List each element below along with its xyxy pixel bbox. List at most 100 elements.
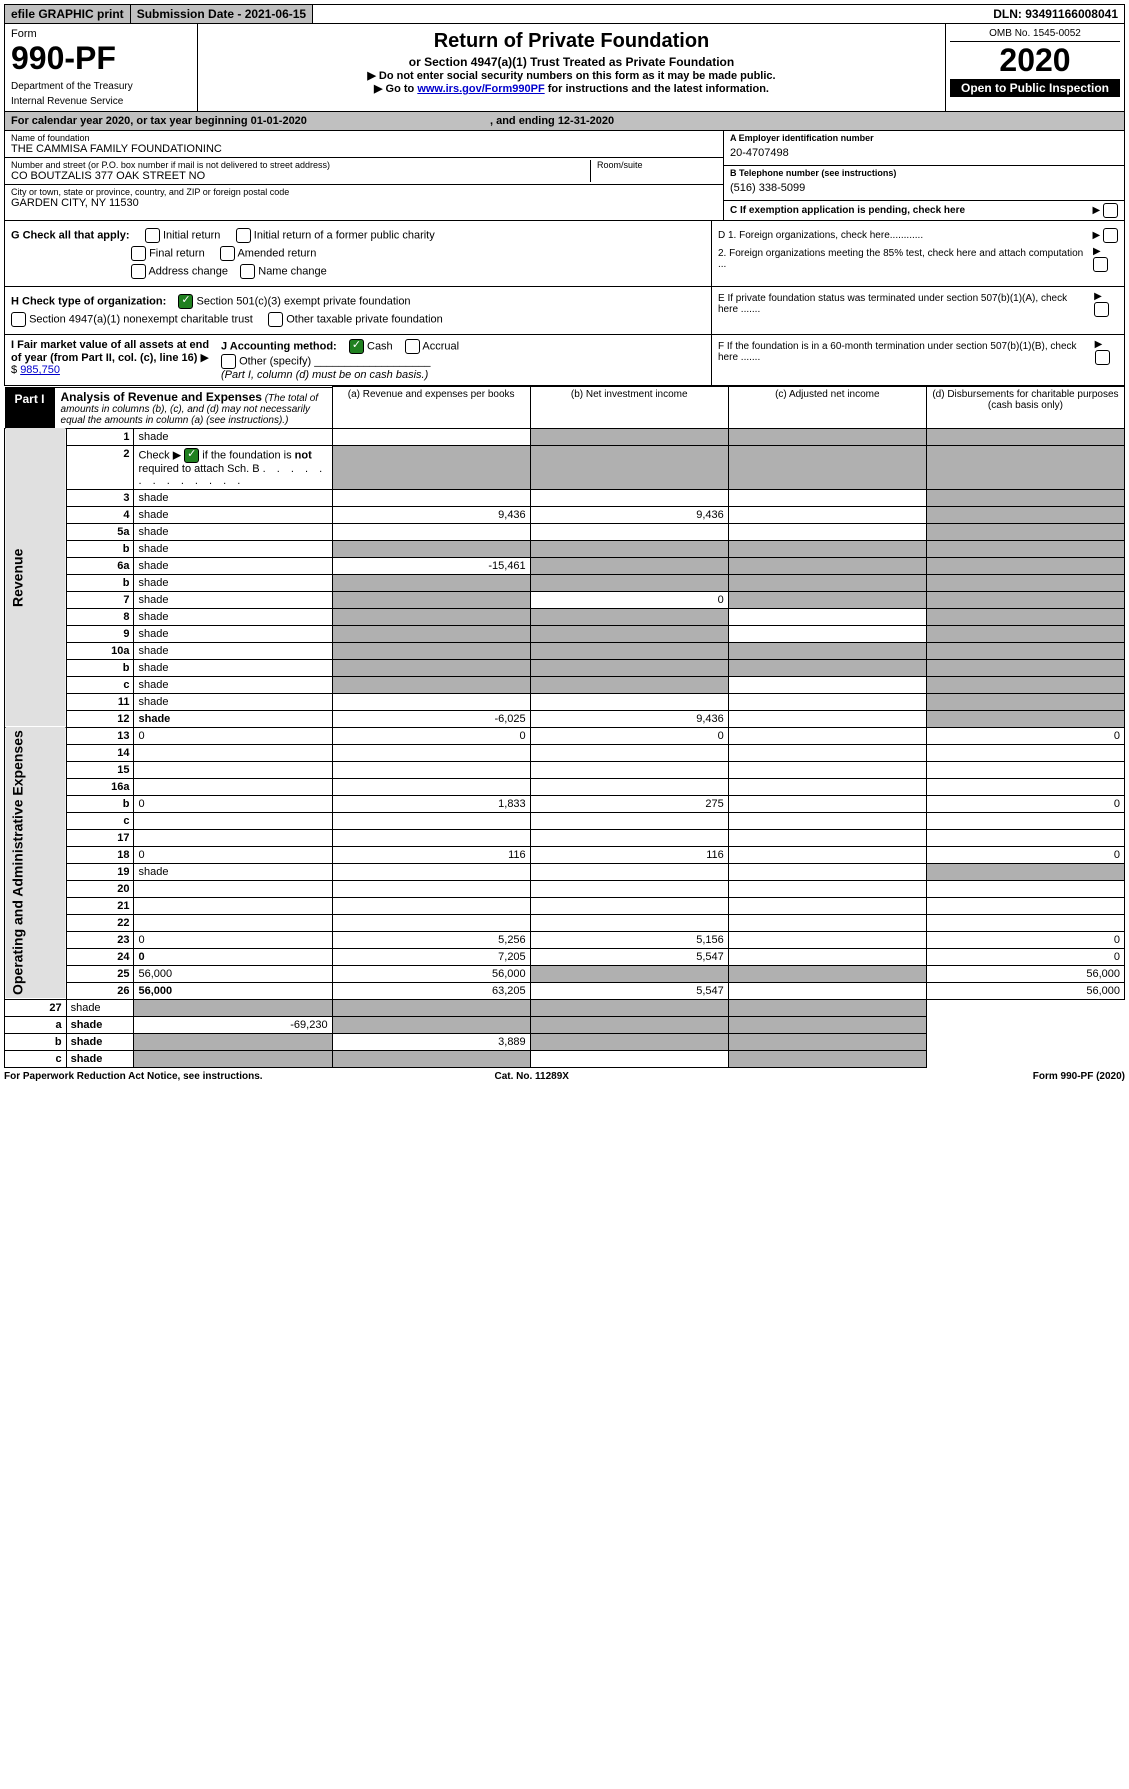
value-cell — [728, 965, 926, 982]
exemption-pending-checkbox[interactable] — [1103, 203, 1118, 218]
value-cell — [530, 1016, 728, 1033]
line-number: 12 — [66, 710, 134, 727]
e-label: E If private foundation status was termi… — [718, 293, 1088, 315]
value-cell — [926, 523, 1124, 540]
line-description: 0 — [134, 727, 332, 744]
line-number: 11 — [66, 693, 134, 710]
table-row: 23 0 5,2565,1560 — [5, 931, 1125, 948]
value-cell: 7,205 — [332, 948, 530, 965]
table-row: 10a shade — [5, 642, 1125, 659]
fmv-value-link[interactable]: 985,750 — [20, 364, 60, 376]
table-row: a shade -69,230 — [5, 1016, 1125, 1033]
initial-return-checkbox[interactable] — [145, 228, 160, 243]
line-description: shade — [66, 1016, 134, 1033]
amended-return-checkbox[interactable] — [220, 246, 235, 261]
table-row: 27 shade — [5, 999, 1125, 1016]
dln-label: DLN: 93491166008041 — [987, 5, 1124, 23]
value-cell — [530, 428, 728, 445]
value-cell — [530, 778, 728, 795]
d2-checkbox[interactable] — [1093, 257, 1108, 272]
form-instructions-link[interactable]: www.irs.gov/Form990PF — [417, 83, 544, 95]
value-cell — [530, 863, 728, 880]
value-cell — [728, 445, 926, 489]
line-description — [134, 880, 332, 897]
accrual-checkbox[interactable] — [405, 339, 420, 354]
schb-checkbox[interactable]: ✓ — [184, 448, 199, 463]
cash-basis-note: (Part I, column (d) must be on cash basi… — [221, 369, 705, 381]
name-change-checkbox[interactable] — [240, 264, 255, 279]
value-cell — [332, 659, 530, 676]
line-description: shade — [66, 1050, 134, 1067]
value-cell: 0 — [926, 727, 1124, 744]
value-cell — [728, 778, 926, 795]
value-cell — [134, 1033, 332, 1050]
header-right: OMB No. 1545-0052 2020 Open to Public In… — [945, 24, 1124, 111]
value-cell — [728, 574, 926, 591]
e-checkbox[interactable] — [1094, 302, 1109, 317]
value-cell — [134, 999, 332, 1016]
value-cell — [728, 931, 926, 948]
line-description: shade — [134, 625, 332, 642]
table-row: Revenue 1 shade — [5, 428, 1125, 445]
d1-checkbox[interactable] — [1103, 228, 1118, 243]
value-cell — [728, 897, 926, 914]
other-method-checkbox[interactable] — [221, 354, 236, 369]
value-cell — [332, 761, 530, 778]
4947a1-checkbox[interactable] — [11, 312, 26, 327]
col-c-header: (c) Adjusted net income — [728, 387, 926, 429]
value-cell — [728, 659, 926, 676]
header-mid: Return of Private Foundation or Section … — [198, 24, 945, 111]
value-cell — [530, 523, 728, 540]
line-number: 26 — [66, 982, 134, 999]
value-cell: -69,230 — [134, 1016, 332, 1033]
table-row: 21 — [5, 897, 1125, 914]
street-address: CO BOUTZALIS 377 OAK STREET NO — [11, 170, 590, 182]
line-number: 4 — [66, 506, 134, 523]
f-checkbox[interactable] — [1095, 350, 1110, 365]
table-row: 17 — [5, 829, 1125, 846]
value-cell — [728, 812, 926, 829]
line-number: 16a — [66, 778, 134, 795]
address-change-checkbox[interactable] — [131, 264, 146, 279]
line-description: 0 — [134, 948, 332, 965]
table-row: 4 shade 9,4369,436 — [5, 506, 1125, 523]
value-cell — [530, 445, 728, 489]
501c3-checkbox[interactable]: ✓ — [178, 294, 193, 309]
value-cell — [926, 659, 1124, 676]
table-row: 12 shade -6,0259,436 — [5, 710, 1125, 727]
line-description: 0 — [134, 795, 332, 812]
value-cell — [530, 999, 728, 1016]
value-cell — [332, 897, 530, 914]
d1-label: D 1. Foreign organizations, check here..… — [718, 230, 923, 241]
f-label: F If the foundation is in a 60-month ter… — [718, 341, 1089, 363]
table-row: Operating and Administrative Expenses 13… — [5, 727, 1125, 744]
value-cell — [332, 1016, 530, 1033]
part1-label: Part I — [5, 388, 55, 428]
value-cell: 0 — [926, 846, 1124, 863]
line-description: shade — [134, 676, 332, 693]
final-return-checkbox[interactable] — [131, 246, 146, 261]
line-description: 56,000 — [134, 982, 332, 999]
value-cell: -6,025 — [332, 710, 530, 727]
value-cell — [530, 676, 728, 693]
line-number: c — [66, 676, 134, 693]
efile-label[interactable]: efile GRAPHIC print — [5, 5, 131, 23]
table-row: 8 shade — [5, 608, 1125, 625]
line-description: shade — [134, 642, 332, 659]
line-number: 3 — [66, 489, 134, 506]
exemption-pending-label: C If exemption application is pending, c… — [730, 205, 965, 216]
table-row: 26 56,000 63,2055,54756,000 — [5, 982, 1125, 999]
cash-checkbox[interactable]: ✓ — [349, 339, 364, 354]
city-state-zip: GARDEN CITY, NY 11530 — [11, 197, 717, 209]
value-cell: 3,889 — [332, 1033, 530, 1050]
value-cell — [332, 812, 530, 829]
initial-former-checkbox[interactable] — [236, 228, 251, 243]
catalog-number: Cat. No. 11289X — [494, 1071, 568, 1082]
other-taxable-checkbox[interactable] — [268, 312, 283, 327]
value-cell — [926, 744, 1124, 761]
value-cell: 5,256 — [332, 931, 530, 948]
value-cell — [530, 829, 728, 846]
value-cell — [530, 744, 728, 761]
value-cell — [728, 761, 926, 778]
line-number: b — [66, 659, 134, 676]
